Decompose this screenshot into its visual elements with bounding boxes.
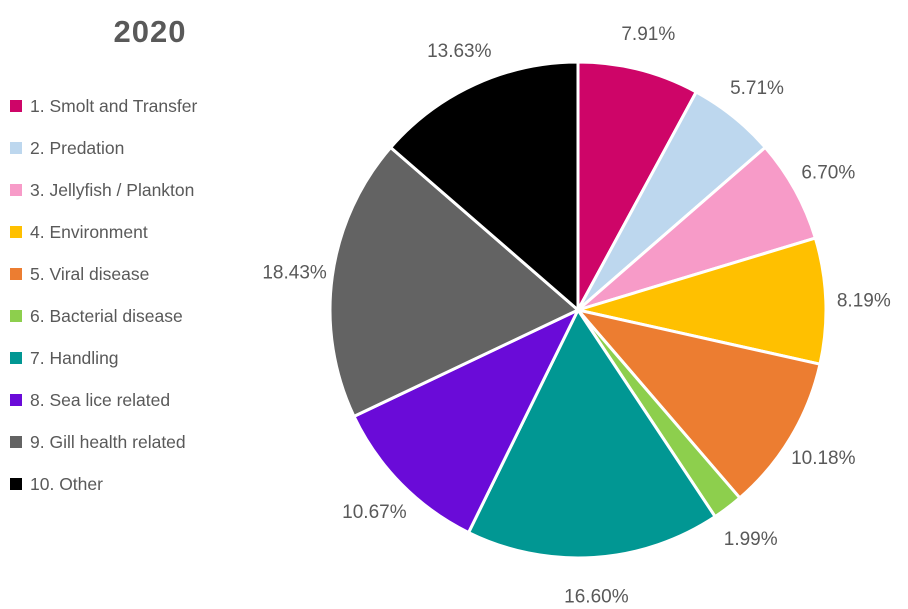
legend-swatch-icon: [10, 100, 22, 112]
pie-data-label-4: 8.19%: [837, 290, 891, 311]
chart-title: 2020: [113, 14, 187, 49]
legend-item-10: 10. Other: [10, 473, 197, 494]
legend-item-5: 5. Viral disease: [10, 263, 197, 284]
pie-data-label-2: 5.71%: [730, 78, 784, 99]
pie-data-label-6: 1.99%: [724, 529, 778, 550]
legend-item-7: 7. Handling: [10, 347, 197, 368]
pie-slice-4: [576, 236, 828, 366]
pie-data-label-7: 16.60%: [564, 586, 629, 607]
pie-data-label-1: 7.91%: [621, 24, 675, 45]
pie-slice-7: [467, 308, 717, 560]
legend-label: 9. Gill health related: [30, 431, 186, 452]
legend: 1. Smolt and Transfer 2. Predation 3. Jell…: [10, 95, 198, 494]
legend-item-9: 9. Gill health related: [10, 431, 197, 452]
legend-label: 5. Viral disease: [30, 263, 150, 284]
legend-item-4: 4. Environment: [10, 221, 197, 242]
pie-data-label-3: 6.70%: [801, 163, 855, 184]
pie-data-label-8: 10.67%: [342, 502, 407, 523]
legend-swatch-icon: [10, 478, 22, 490]
legend-swatch-icon: [10, 184, 22, 196]
pie-slice-8: [352, 308, 580, 535]
legend-swatch-icon: [10, 436, 22, 448]
legend-swatch-icon: [10, 142, 22, 154]
pie-slice-9: [328, 146, 580, 418]
pie-slice-10: [389, 60, 580, 312]
legend-label: 7. Handling: [30, 347, 119, 368]
pie-slice-1: [576, 60, 698, 312]
legend-swatch-icon: [10, 268, 22, 280]
pie-data-label-5: 10.18%: [791, 448, 856, 469]
legend-item-1: 1. Smolt and Transfer: [10, 95, 198, 116]
legend-label: 6. Bacterial disease: [30, 305, 183, 326]
legend-label: 1. Smolt and Transfer: [30, 95, 198, 116]
legend-item-3: 3. Jellyfish / Plankton: [10, 179, 197, 200]
pie-data-label-10: 13.63%: [427, 41, 492, 62]
legend-item-8: 8. Sea lice related: [10, 389, 197, 410]
legend-item-2: 2. Predation: [10, 137, 197, 158]
legend-label: 4. Environment: [30, 221, 148, 242]
legend-swatch-icon: [10, 226, 22, 238]
legend-swatch-icon: [10, 310, 22, 322]
legend-label: 3. Jellyfish / Plankton: [30, 179, 195, 200]
legend-swatch-icon: [10, 394, 22, 406]
legend-label: 2. Predation: [30, 137, 125, 158]
legend-swatch-icon: [10, 352, 22, 364]
pie-slice-5: [576, 308, 822, 500]
pie-data-label-9: 18.43%: [262, 262, 327, 283]
legend-item-6: 6. Bacterial disease: [10, 305, 197, 326]
legend-label: 10. Other: [30, 473, 103, 494]
legend-label: 8. Sea lice related: [30, 389, 171, 410]
